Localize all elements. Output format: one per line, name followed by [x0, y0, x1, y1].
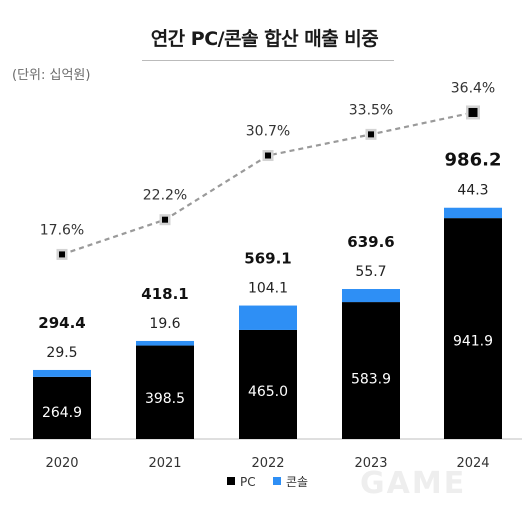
bar-pc-2022 [239, 329, 297, 439]
bar-total-label-2022: 569.1 [244, 250, 291, 268]
bar-total-label-2020: 294.4 [38, 314, 85, 332]
bar-console-label-2020: 29.5 [46, 345, 77, 361]
bar-pc-2021 [136, 345, 194, 439]
title-underline [142, 60, 394, 61]
share-label-2020: 17.6% [40, 222, 84, 238]
bar-pc-label-2024: 941.9 [453, 334, 493, 350]
bar-console-label-2023: 55.7 [355, 264, 386, 280]
bar-console-label-2024: 44.3 [457, 183, 488, 199]
legend-swatch-console [273, 477, 281, 485]
bar-console-2021 [136, 340, 194, 346]
legend-label-console: 콘솔 [286, 475, 308, 489]
bar-pc-label-2021: 398.5 [145, 391, 185, 407]
bar-pc-label-2023: 583.9 [351, 371, 391, 387]
legend-label-pc: PC [240, 475, 256, 489]
legend-swatch-pc [227, 477, 235, 485]
bar-total-label-2024: 986.2 [445, 150, 502, 171]
bar-pc-label-2022: 465.0 [248, 384, 288, 400]
bar-console-2024 [444, 207, 502, 219]
bar-pc-2023 [342, 302, 400, 439]
x-tick-label-2021: 2021 [148, 456, 181, 471]
bar-total-label-2023: 639.6 [347, 233, 394, 251]
watermark-logo: GAME [360, 466, 467, 501]
chart-title: 연간 PC/콘솔 합산 매출 비중 [150, 28, 379, 50]
bar-pc-label-2020: 264.9 [42, 405, 82, 421]
unit-label: (단위: 십억원) [12, 68, 91, 83]
share-label-2021: 22.2% [143, 188, 187, 204]
x-tick-label-2023: 2023 [354, 456, 387, 471]
x-tick-label-2022: 2022 [251, 456, 284, 471]
share-label-2024: 36.4% [451, 80, 495, 96]
bar-console-2020 [33, 369, 91, 377]
share-marker-2023 [368, 131, 374, 138]
bar-console-label-2021: 19.6 [149, 316, 180, 332]
bar-console-label-2022: 104.1 [248, 281, 288, 297]
share-label-2023: 33.5% [349, 102, 393, 118]
bar-pc-2020 [33, 376, 91, 439]
bar-console-2023 [342, 289, 400, 303]
x-tick-label-2020: 2020 [45, 456, 78, 471]
share-line [61, 111, 474, 256]
share-marker-2024 [468, 107, 478, 117]
share-marker-2022 [265, 152, 271, 159]
x-tick-label-2024: 2024 [456, 456, 489, 471]
bar-console-2022 [239, 305, 297, 330]
bar-pc-2024 [444, 218, 502, 439]
share-marker-2021 [162, 216, 168, 223]
bar-total-label-2021: 418.1 [141, 285, 188, 303]
share-label-2022: 30.7% [246, 124, 290, 140]
share-marker-2020 [59, 251, 65, 258]
